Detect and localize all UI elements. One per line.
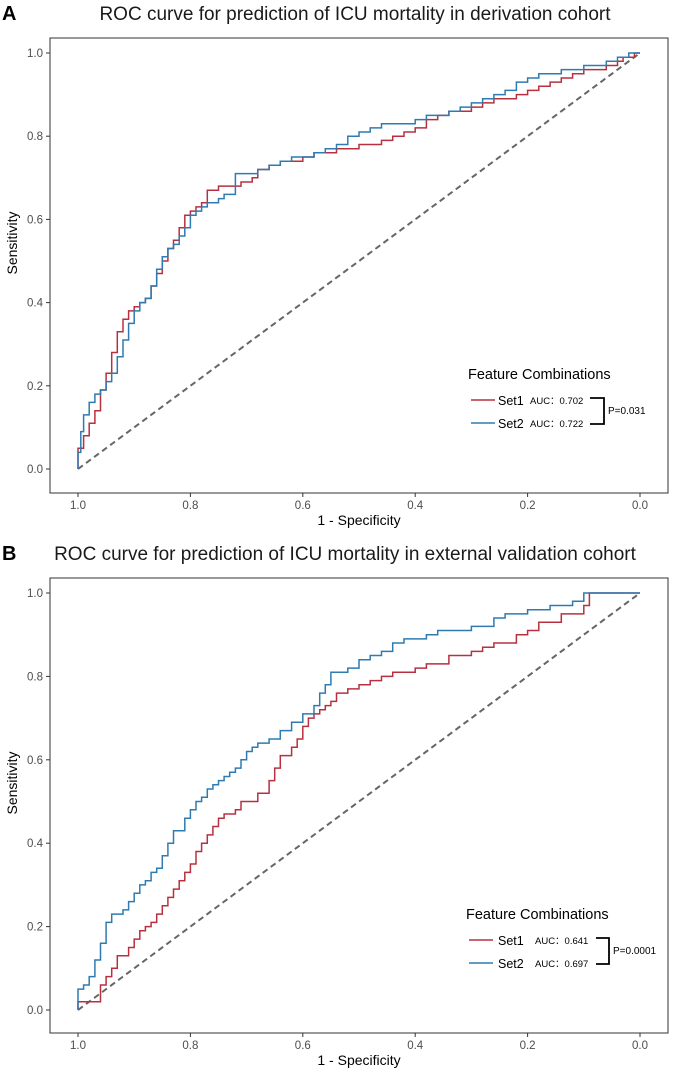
legend-label-set1-a: Set1 bbox=[498, 394, 524, 408]
x-tick-label: 0.0 bbox=[632, 500, 648, 512]
x-tick-label: 0.4 bbox=[407, 1040, 424, 1052]
chart-title-b: ROC curve for prediction of ICU mortalit… bbox=[54, 544, 637, 565]
y-tick-label: 0.6 bbox=[27, 214, 43, 226]
y-tick-label: 1.0 bbox=[27, 48, 43, 60]
legend-label-set2-b: Set2 bbox=[498, 957, 524, 971]
x-tick-label: 1.0 bbox=[70, 500, 86, 512]
plot-frame-b bbox=[49, 577, 669, 1034]
x-tick-label: 0.8 bbox=[182, 1040, 198, 1052]
x-tick-label: 0.6 bbox=[295, 500, 311, 512]
x-tick-label: 0.0 bbox=[632, 1040, 648, 1052]
roc-curve-set2-a bbox=[77, 52, 640, 469]
x-axis-title-b: 1 - Specificity bbox=[317, 1052, 400, 1068]
chart-title-a: ROC curve for prediction of ICU mortalit… bbox=[99, 4, 611, 25]
y-tick-label: 0.0 bbox=[27, 1005, 43, 1017]
legend-title-a: Feature Combinations bbox=[468, 367, 611, 383]
plot-frame-a bbox=[49, 37, 669, 494]
panel-letter-b: B bbox=[2, 543, 16, 565]
p-value-a: P=0.031 bbox=[608, 406, 646, 417]
legend-b: Feature Combinations Set1 AUC：0.641 Set2… bbox=[466, 907, 657, 971]
x-tick-label: 0.2 bbox=[520, 1040, 536, 1052]
panel-a: A ROC curve for prediction of ICU mortal… bbox=[2, 3, 669, 528]
y-tick-label: 0.8 bbox=[27, 671, 43, 683]
panel-letter-a: A bbox=[2, 3, 16, 25]
y-tick-label: 0.2 bbox=[27, 381, 43, 393]
significance-bracket-a bbox=[590, 397, 605, 425]
legend-title-b: Feature Combinations bbox=[466, 907, 609, 923]
panel-b: B ROC curve for prediction of ICU mortal… bbox=[2, 543, 669, 1068]
legend-a: Feature Combinations Set1 AUC：0.702 Set2… bbox=[468, 367, 646, 431]
legend-auc-set2-b: AUC：0.697 bbox=[535, 959, 588, 970]
y-tick-label: 0.6 bbox=[27, 755, 43, 767]
legend-label-set1-b: Set1 bbox=[498, 934, 524, 948]
x-axis-title-a: 1 - Specificity bbox=[317, 512, 400, 528]
y-tick-label: 0.2 bbox=[27, 922, 43, 934]
roc-curve-set1-b bbox=[77, 592, 640, 1010]
significance-bracket-b bbox=[596, 937, 610, 965]
legend-auc-set1-b: AUC：0.641 bbox=[535, 936, 588, 947]
y-tick-label: 0.4 bbox=[27, 838, 44, 850]
y-tick-label: 0.0 bbox=[27, 464, 43, 476]
y-axis-title-b: Sensitivity bbox=[4, 751, 20, 814]
x-tick-label: 1.0 bbox=[70, 1040, 86, 1052]
legend-auc-set1-a: AUC：0.702 bbox=[530, 396, 583, 407]
reference-diagonal-b bbox=[77, 592, 641, 1011]
reference-diagonal-a bbox=[77, 52, 641, 470]
legend-auc-set2-a: AUC：0.722 bbox=[530, 419, 583, 430]
x-tick-label: 0.8 bbox=[182, 500, 198, 512]
p-value-b: P=0.0001 bbox=[613, 946, 657, 957]
y-tick-label: 0.4 bbox=[27, 298, 44, 310]
x-tick-label: 0.4 bbox=[407, 500, 424, 512]
y-tick-label: 0.8 bbox=[27, 131, 43, 143]
y-tick-label: 1.0 bbox=[27, 588, 43, 600]
x-tick-label: 0.2 bbox=[520, 500, 536, 512]
x-tick-label: 0.6 bbox=[295, 1040, 311, 1052]
legend-label-set2-a: Set2 bbox=[498, 417, 524, 431]
roc-curve-set2-b bbox=[77, 592, 640, 1010]
y-axis-title-a: Sensitivity bbox=[4, 211, 20, 274]
